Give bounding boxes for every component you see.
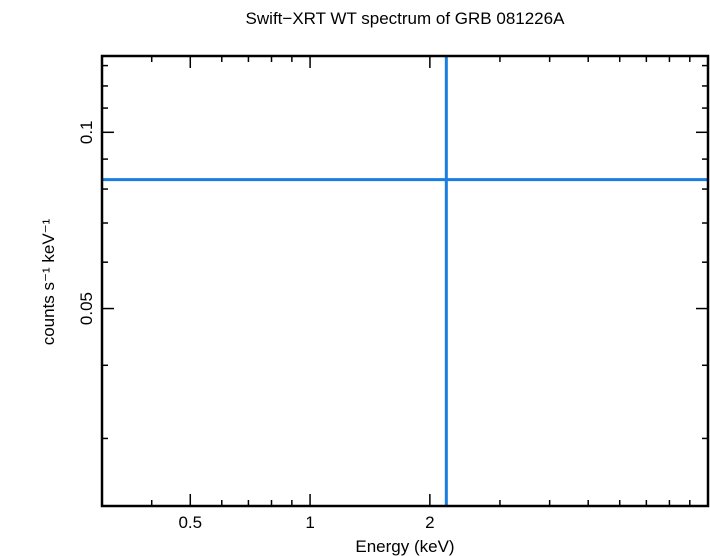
x-tick-label: 1	[305, 513, 314, 532]
plot-frame	[100, 54, 710, 508]
x-tick-label: 0.5	[178, 513, 202, 532]
y-tick-label: 0.1	[77, 120, 96, 144]
x-tick-label: 2	[425, 513, 434, 532]
y-tick-label: 0.05	[77, 292, 96, 325]
x-axis-label: Energy (keV)	[355, 537, 454, 556]
y-axis-label: counts s⁻¹ keV⁻¹	[39, 218, 58, 345]
chart-title: Swift−XRT WT spectrum of GRB 081226A	[246, 9, 566, 28]
axis-ticks	[101, 56, 709, 506]
data-series	[102, 56, 708, 506]
tick-labels: 0.5 1 2 0.05 0.1	[77, 120, 435, 532]
